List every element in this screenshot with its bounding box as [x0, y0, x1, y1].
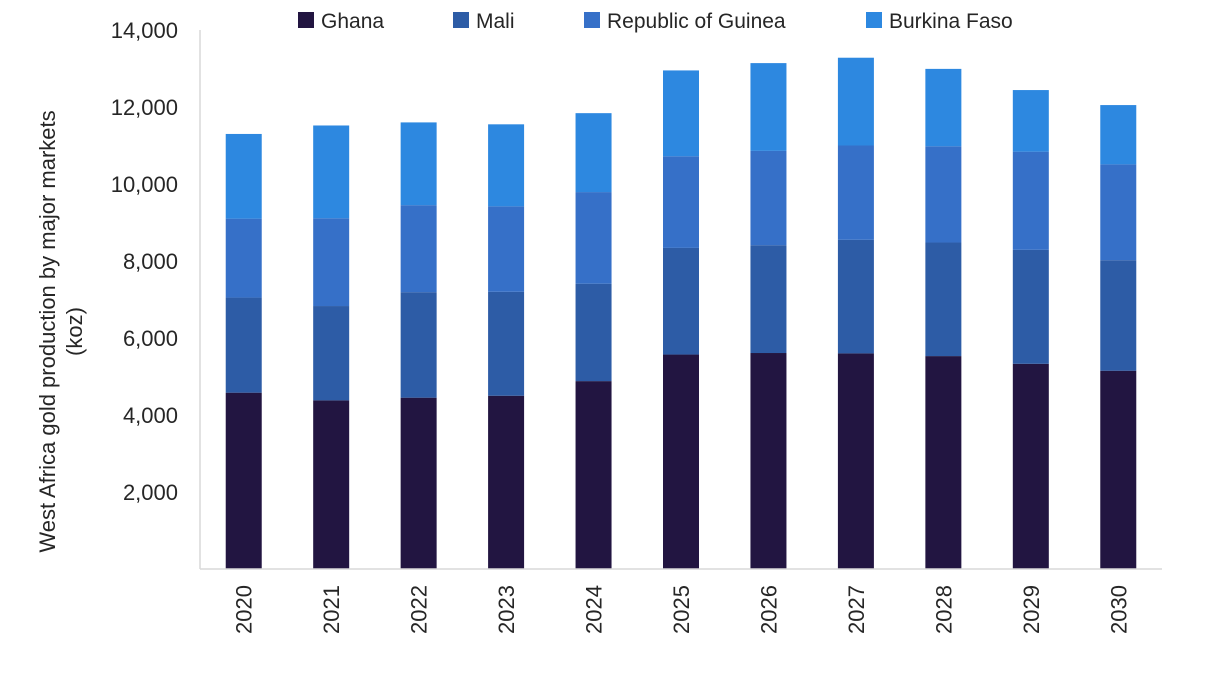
bar-segment-ghana-2023	[488, 395, 525, 569]
x-tick-label: 2028	[931, 585, 956, 634]
y-axis-label: West Africa gold production by major mar…	[35, 110, 87, 552]
bar-segment-mali-2021	[313, 306, 350, 401]
bar-segment-republic-of-guinea-2022	[400, 205, 437, 293]
y-tick-label: 2,000	[123, 480, 178, 505]
x-tick-label: 2025	[669, 585, 694, 634]
legend-swatch	[453, 12, 469, 28]
legend-label: Mali	[476, 10, 515, 33]
bar-segment-mali-2027	[837, 239, 874, 354]
bar-segment-mali-2026	[750, 245, 787, 354]
bar-segment-burkina-faso-2029	[1012, 90, 1049, 152]
legend-item-burkina-faso: Burkina Faso	[866, 10, 1013, 33]
bar-segment-republic-of-guinea-2023	[488, 206, 525, 292]
bar-segment-mali-2028	[925, 242, 962, 357]
y-tick-label: 4,000	[123, 403, 178, 428]
bar-segment-burkina-faso-2020	[225, 133, 262, 219]
legend-item-republic-of-guinea: Republic of Guinea	[584, 10, 786, 33]
y-tick-label: 6,000	[123, 326, 178, 351]
x-axis: 2020 2021 2022 2023 2024 2025 2026 2027 2028 2029…	[200, 568, 1162, 634]
bar-segment-mali-2023	[488, 291, 525, 396]
bar-segment-republic-of-guinea-2025	[663, 156, 699, 248]
legend-label: Ghana	[321, 10, 384, 33]
y-axis-label-line: West Africa gold production by major mar…	[35, 110, 60, 552]
x-tick-label: 2020	[232, 585, 257, 634]
bar-segment-burkina-faso-2028	[925, 68, 962, 147]
bar-segment-ghana-2027	[837, 353, 874, 569]
bar-segment-burkina-faso-2024	[575, 113, 612, 193]
x-tick-label: 2021	[319, 585, 344, 634]
bars	[225, 57, 1137, 569]
bar-segment-burkina-faso-2023	[488, 124, 525, 207]
bar-segment-ghana-2028	[925, 356, 962, 569]
y-tick-label: 8,000	[123, 249, 178, 274]
bar-segment-ghana-2024	[575, 381, 612, 569]
legend-label: Republic of Guinea	[607, 10, 786, 33]
bar-segment-republic-of-guinea-2024	[575, 192, 612, 284]
legend-item-mali: Mali	[453, 10, 515, 33]
bar-segment-mali-2020	[225, 297, 262, 393]
bar-segment-burkina-faso-2027	[837, 57, 874, 146]
bar-segment-republic-of-guinea-2020	[225, 218, 262, 298]
y-axis: 2,000 4,000 6,000 8,000 10,000 12,000 14,000	[111, 18, 201, 569]
y-tick-label: 14,000	[111, 18, 178, 43]
legend-swatch	[298, 12, 314, 28]
y-tick-label: 12,000	[111, 95, 178, 120]
bar-segment-ghana-2026	[750, 353, 787, 569]
bar-segment-mali-2025	[663, 247, 699, 355]
legend-label: Burkina Faso	[889, 10, 1013, 33]
x-tick-label: 2026	[756, 585, 781, 634]
x-tick-label: 2027	[844, 585, 869, 634]
bar-segment-ghana-2021	[313, 400, 350, 569]
bar-segment-republic-of-guinea-2029	[1012, 151, 1049, 250]
x-tick-label: 2029	[1019, 585, 1044, 634]
bar-segment-ghana-2022	[400, 397, 437, 569]
bar-segment-mali-2024	[575, 283, 612, 382]
y-tick-label: 10,000	[111, 172, 178, 197]
x-tick-label: 2023	[494, 585, 519, 634]
y-axis-label-line: (koz)	[62, 307, 87, 356]
bar-segment-ghana-2020	[225, 392, 262, 569]
bar-segment-mali-2022	[400, 292, 437, 398]
bar-segment-ghana-2029	[1012, 363, 1049, 569]
bar-segment-republic-of-guinea-2021	[313, 218, 350, 307]
legend-item-ghana: Ghana	[298, 10, 384, 33]
legend: Ghana Mali Republic of Guinea Burkina Faso	[298, 10, 1013, 33]
bar-segment-burkina-faso-2021	[313, 125, 350, 219]
x-tick-label: 2030	[1106, 585, 1131, 634]
legend-swatch	[584, 12, 600, 28]
x-tick-label: 2022	[407, 585, 432, 634]
bar-segment-burkina-faso-2025	[663, 70, 699, 157]
bar-segment-burkina-faso-2022	[400, 122, 437, 206]
bar-segment-republic-of-guinea-2028	[925, 146, 962, 243]
bar-segment-republic-of-guinea-2026	[750, 150, 787, 246]
bar-segment-mali-2030	[1100, 260, 1137, 371]
x-tick-label: 2024	[582, 585, 607, 634]
bar-segment-burkina-faso-2030	[1100, 105, 1137, 165]
bar-segment-republic-of-guinea-2030	[1100, 164, 1137, 261]
bar-segment-republic-of-guinea-2027	[837, 145, 874, 240]
bar-segment-mali-2029	[1012, 249, 1049, 364]
legend-swatch	[866, 12, 882, 28]
bar-segment-burkina-faso-2026	[750, 63, 787, 151]
bar-segment-ghana-2025	[663, 354, 699, 569]
bar-segment-ghana-2030	[1100, 370, 1137, 569]
